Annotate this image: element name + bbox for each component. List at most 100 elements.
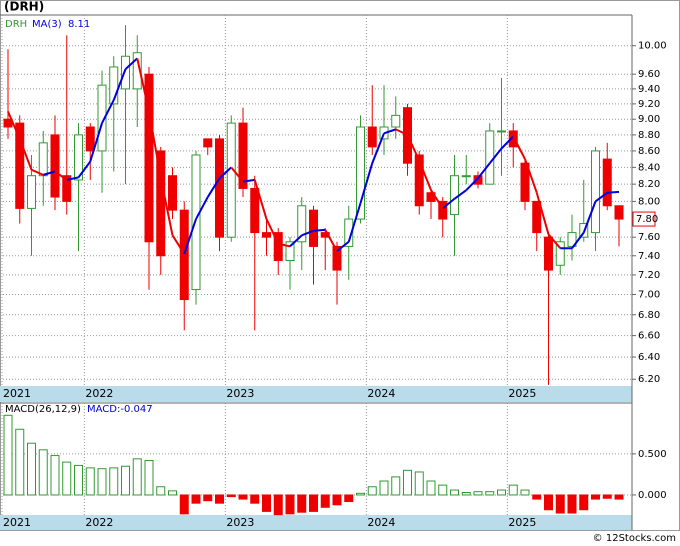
ma-line (336, 240, 350, 252)
ma-line (500, 135, 514, 150)
ma-line (582, 201, 597, 233)
macd-bar (168, 490, 177, 496)
x-tick-label: 2025 (508, 387, 536, 400)
macd-bar (473, 491, 483, 496)
ma-line (171, 234, 186, 255)
ma-line (395, 128, 408, 136)
y-tick-label: 8.20 (638, 179, 660, 190)
macd-bar (344, 494, 354, 503)
ma-line (54, 170, 68, 181)
x-tick-label: 2023 (226, 387, 254, 400)
ma-line (253, 179, 268, 220)
ma-line (465, 177, 479, 191)
ma-line (66, 176, 79, 181)
ma-line (535, 192, 550, 235)
macd-bar (203, 494, 213, 502)
macd-bar (403, 469, 412, 496)
price-marker (632, 211, 656, 227)
ma-line (206, 177, 221, 198)
candle-body (285, 241, 295, 262)
macd-bar (356, 492, 365, 496)
y-tick-label: 8.40 (638, 162, 660, 173)
candle-body (15, 122, 25, 209)
macd-bar (485, 491, 495, 496)
macd-bar (250, 494, 260, 504)
y-tick-label: 8.00 (638, 196, 660, 207)
candle-body (508, 130, 518, 148)
macd-bar (414, 471, 424, 496)
candle-body (320, 232, 330, 238)
ma-line (195, 196, 209, 220)
candle-body (250, 187, 260, 234)
y-tick-label: 6.40 (638, 352, 660, 363)
legend-entry: MA(3) (32, 19, 62, 30)
candle-body (262, 232, 271, 238)
macd-bar (121, 465, 130, 496)
candle-body (567, 232, 577, 247)
y-tick-label: 9.40 (638, 84, 660, 95)
y-tick-label: 6.20 (638, 374, 660, 385)
macd-bar (132, 458, 142, 496)
macd-bar (97, 468, 107, 496)
candle-body (273, 232, 283, 262)
macd-bar (367, 486, 377, 496)
ma-line (230, 166, 244, 183)
y-tick-label: 9.00 (638, 114, 660, 125)
candle-body (438, 200, 448, 220)
candle-body (614, 205, 624, 220)
macd-bar (3, 414, 13, 496)
candle-body (485, 130, 495, 185)
x-tick-label: 2022 (85, 387, 113, 400)
macd-bar (156, 486, 166, 496)
ma-line (183, 218, 197, 255)
ma-line (89, 122, 103, 162)
candle-body (203, 138, 213, 148)
credit: © 12Stocks.com (593, 533, 676, 544)
ma-line (324, 229, 338, 252)
ma-line (313, 228, 326, 232)
candle-body (497, 130, 506, 133)
ma-line (453, 189, 467, 200)
ma-line (347, 202, 362, 243)
candle-body (297, 205, 307, 243)
candle-body (62, 175, 72, 202)
macd-bar (567, 494, 577, 514)
candle-body (109, 66, 119, 105)
macd-bar (226, 494, 236, 498)
macd-bar (273, 494, 283, 516)
x-axis-band (0, 386, 632, 402)
macd-bar (438, 484, 448, 496)
candle-body (50, 134, 60, 198)
ma-line (278, 242, 291, 248)
candle-body (27, 175, 36, 209)
ma-line (77, 160, 92, 178)
macd-bar (508, 484, 518, 496)
candle-body (74, 134, 83, 181)
macd-bar (614, 494, 624, 500)
macd-bar (238, 494, 248, 500)
candle-body (238, 122, 248, 189)
candle-body (544, 236, 553, 271)
candle-body (332, 245, 342, 271)
ma-line (289, 234, 303, 248)
candle-body (532, 200, 542, 234)
candle-body (97, 84, 107, 152)
macd-bar (544, 494, 553, 511)
candle-body (132, 52, 142, 90)
x-tick-label: 2024 (367, 516, 395, 529)
macd-bar (191, 494, 201, 504)
ma-line (148, 111, 162, 178)
y-tick-label: 0.000 (638, 490, 667, 501)
ma-line (418, 160, 432, 191)
ma-line (571, 231, 585, 249)
macd-bar (379, 480, 389, 496)
x-tick-label: 2021 (3, 387, 31, 400)
candle-body (356, 126, 365, 220)
candle-body (520, 162, 530, 202)
macd-bar (62, 461, 72, 496)
ma-line (547, 233, 562, 249)
macd-bar (15, 428, 25, 496)
ma-line (124, 57, 138, 70)
candle-body (591, 150, 600, 234)
